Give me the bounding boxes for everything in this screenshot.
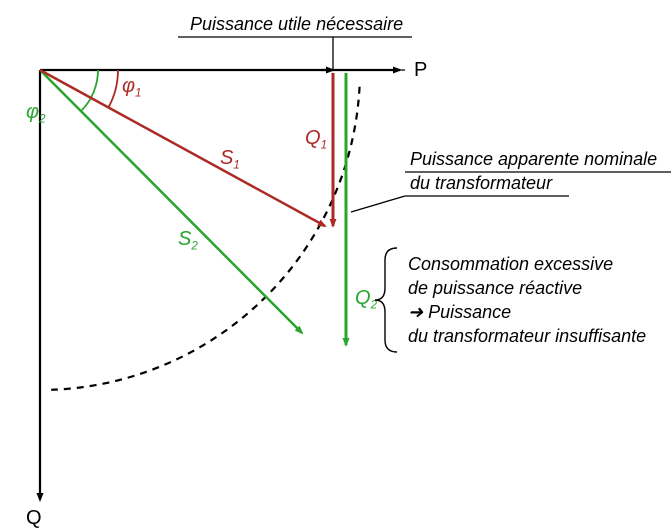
excess-label-4: du transformateur insuffisante <box>408 326 646 346</box>
q1-label: Q1 <box>305 127 327 151</box>
power-diagram: P Qφ1 φ2 S1 S2 Q1 Q2 Puissance utile nécessaire… <box>0 0 671 530</box>
excess-label-1: Consommation excessive <box>408 254 613 274</box>
apparent-power-label-2: du transformateur <box>410 173 553 193</box>
apparent-power-label-1: Puissance apparente nominale <box>410 149 657 169</box>
q2-label: Q2 <box>355 287 378 311</box>
phi1-arc <box>108 70 118 107</box>
phi2-arc <box>81 70 98 111</box>
excess-label-2: de puissance réactive <box>408 278 582 298</box>
s2-label: S2 <box>178 228 198 252</box>
excess-label-3: ➜ Puissance <box>408 302 511 322</box>
s1-vector <box>40 70 325 226</box>
phi2-label: φ2 <box>26 101 46 125</box>
s2-vector <box>40 70 302 333</box>
q-axis-label: Q <box>26 507 42 529</box>
p-axis-label: P <box>414 59 427 81</box>
s1-label: S1 <box>220 147 240 171</box>
phi1-label: φ1 <box>122 75 142 99</box>
useful-power-label: Puissance utile nécessaire <box>190 14 403 34</box>
brace-icon <box>375 248 397 352</box>
